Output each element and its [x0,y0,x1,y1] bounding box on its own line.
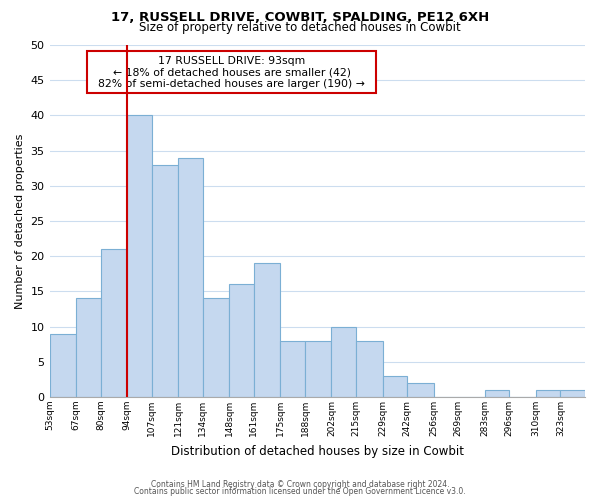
Bar [407,383,434,397]
Bar [356,340,383,397]
Bar [152,164,178,397]
Bar [485,390,509,397]
Text: Contains HM Land Registry data © Crown copyright and database right 2024.: Contains HM Land Registry data © Crown c… [151,480,449,489]
Bar [254,263,280,397]
Bar [50,334,76,397]
Bar [127,116,152,397]
Bar [536,390,560,397]
Bar [101,249,127,397]
Bar [331,326,356,397]
Bar [203,298,229,397]
Bar [178,158,203,397]
Bar [229,284,254,397]
Text: 17, RUSSELL DRIVE, COWBIT, SPALDING, PE12 6XH: 17, RUSSELL DRIVE, COWBIT, SPALDING, PE1… [111,11,489,24]
Bar [280,340,305,397]
Bar [305,340,331,397]
Bar [383,376,407,397]
Bar [76,298,101,397]
Text: Contains public sector information licensed under the Open Government Licence v3: Contains public sector information licen… [134,487,466,496]
Bar [560,390,585,397]
Text: Size of property relative to detached houses in Cowbit: Size of property relative to detached ho… [139,21,461,34]
Y-axis label: Number of detached properties: Number of detached properties [15,134,25,308]
Text: 17 RUSSELL DRIVE: 93sqm  
  ← 18% of detached houses are smaller (42)  
  82% of: 17 RUSSELL DRIVE: 93sqm ← 18% of detache… [91,56,372,89]
X-axis label: Distribution of detached houses by size in Cowbit: Distribution of detached houses by size … [171,444,464,458]
